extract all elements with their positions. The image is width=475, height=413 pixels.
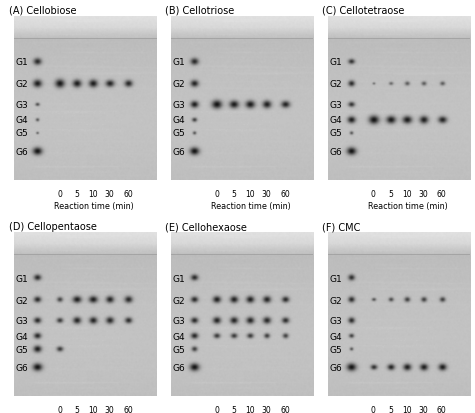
Text: (B) Cellotriose: (B) Cellotriose — [165, 6, 235, 16]
Text: G2: G2 — [329, 296, 342, 305]
Text: Reaction time (min): Reaction time (min) — [368, 202, 447, 211]
Text: 60: 60 — [437, 189, 446, 198]
Text: G2: G2 — [172, 80, 185, 89]
Text: 10: 10 — [88, 406, 98, 413]
Text: G2: G2 — [16, 80, 28, 89]
Text: 5: 5 — [231, 189, 236, 198]
Text: 60: 60 — [437, 406, 446, 413]
Text: 0: 0 — [57, 406, 62, 413]
Text: G4: G4 — [172, 332, 185, 341]
Text: G1: G1 — [16, 58, 28, 67]
Text: 0: 0 — [371, 189, 376, 198]
Text: (E) Cellohexaose: (E) Cellohexaose — [165, 222, 247, 232]
Text: 5: 5 — [75, 406, 79, 413]
Text: 30: 30 — [262, 406, 271, 413]
Text: G3: G3 — [172, 100, 185, 109]
Text: G4: G4 — [172, 116, 185, 125]
Text: 5: 5 — [75, 189, 79, 198]
Text: 10: 10 — [402, 406, 412, 413]
Text: (D) Cellopentaose: (D) Cellopentaose — [9, 222, 96, 232]
Text: G3: G3 — [16, 100, 28, 109]
Text: G6: G6 — [172, 363, 185, 372]
Text: G1: G1 — [329, 58, 342, 67]
Text: 30: 30 — [418, 189, 428, 198]
Text: 10: 10 — [245, 406, 255, 413]
Text: Reaction time (min): Reaction time (min) — [211, 202, 291, 211]
Text: 30: 30 — [105, 189, 114, 198]
Text: G3: G3 — [329, 317, 342, 325]
Text: 10: 10 — [402, 189, 412, 198]
Text: G6: G6 — [329, 147, 342, 156]
Text: 0: 0 — [371, 406, 376, 413]
Text: G4: G4 — [329, 116, 342, 125]
Text: G4: G4 — [16, 332, 28, 341]
Text: G2: G2 — [329, 80, 342, 89]
Text: 5: 5 — [388, 189, 393, 198]
Text: (F) CMC: (F) CMC — [322, 222, 361, 232]
Text: G1: G1 — [16, 274, 28, 283]
Text: 0: 0 — [214, 189, 219, 198]
Text: G5: G5 — [172, 129, 185, 138]
Text: 60: 60 — [124, 189, 133, 198]
Text: G6: G6 — [172, 147, 185, 156]
Text: (C) Cellotetraose: (C) Cellotetraose — [322, 6, 404, 16]
Text: G1: G1 — [329, 274, 342, 283]
Text: 60: 60 — [124, 406, 133, 413]
Text: G3: G3 — [16, 317, 28, 325]
Text: G4: G4 — [329, 332, 342, 341]
Text: G3: G3 — [172, 317, 185, 325]
Text: 30: 30 — [105, 406, 114, 413]
Text: G1: G1 — [172, 274, 185, 283]
Text: 30: 30 — [418, 406, 428, 413]
Text: 0: 0 — [57, 189, 62, 198]
Text: 0: 0 — [214, 406, 219, 413]
Text: G6: G6 — [329, 363, 342, 372]
Text: G6: G6 — [16, 363, 28, 372]
Text: G5: G5 — [16, 129, 28, 138]
Text: 60: 60 — [280, 406, 290, 413]
Text: G3: G3 — [329, 100, 342, 109]
Text: G5: G5 — [16, 345, 28, 354]
Text: 30: 30 — [262, 189, 271, 198]
Text: G1: G1 — [172, 58, 185, 67]
Text: 10: 10 — [245, 189, 255, 198]
Text: 5: 5 — [231, 406, 236, 413]
Text: G5: G5 — [329, 345, 342, 354]
Text: Reaction time (min): Reaction time (min) — [54, 202, 134, 211]
Text: G5: G5 — [329, 129, 342, 138]
Text: G6: G6 — [16, 147, 28, 156]
Text: G2: G2 — [172, 296, 185, 305]
Text: 60: 60 — [280, 189, 290, 198]
Text: (A) Cellobiose: (A) Cellobiose — [9, 6, 76, 16]
Text: G2: G2 — [16, 296, 28, 305]
Text: 10: 10 — [88, 189, 98, 198]
Text: G4: G4 — [16, 116, 28, 125]
Text: 5: 5 — [388, 406, 393, 413]
Text: G5: G5 — [172, 345, 185, 354]
